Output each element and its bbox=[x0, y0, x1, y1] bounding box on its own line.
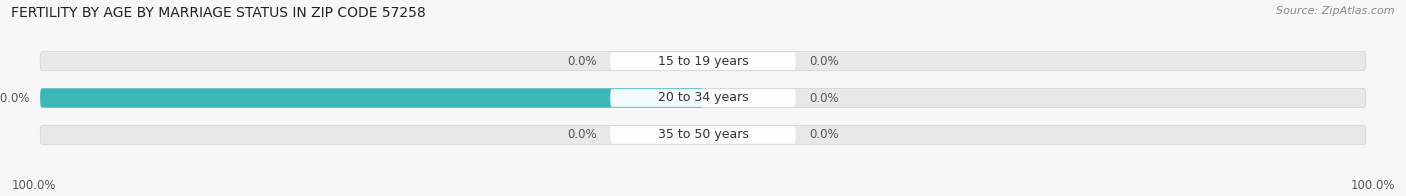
FancyBboxPatch shape bbox=[41, 88, 1365, 108]
Text: 100.0%: 100.0% bbox=[11, 179, 56, 192]
FancyBboxPatch shape bbox=[610, 52, 796, 70]
Text: 20 to 34 years: 20 to 34 years bbox=[658, 92, 748, 104]
Text: 100.0%: 100.0% bbox=[1350, 179, 1395, 192]
Text: 0.0%: 0.0% bbox=[808, 92, 838, 104]
FancyBboxPatch shape bbox=[610, 89, 796, 107]
Text: 0.0%: 0.0% bbox=[808, 128, 838, 141]
Text: 35 to 50 years: 35 to 50 years bbox=[658, 128, 748, 141]
FancyBboxPatch shape bbox=[41, 88, 703, 108]
Text: FERTILITY BY AGE BY MARRIAGE STATUS IN ZIP CODE 57258: FERTILITY BY AGE BY MARRIAGE STATUS IN Z… bbox=[11, 6, 426, 20]
Text: Source: ZipAtlas.com: Source: ZipAtlas.com bbox=[1277, 6, 1395, 16]
Text: 0.0%: 0.0% bbox=[568, 128, 598, 141]
FancyBboxPatch shape bbox=[41, 125, 1365, 144]
Text: 100.0%: 100.0% bbox=[0, 92, 30, 104]
Text: 0.0%: 0.0% bbox=[808, 55, 838, 68]
Text: 0.0%: 0.0% bbox=[568, 55, 598, 68]
FancyBboxPatch shape bbox=[610, 126, 796, 144]
FancyBboxPatch shape bbox=[41, 52, 1365, 71]
Text: 15 to 19 years: 15 to 19 years bbox=[658, 55, 748, 68]
